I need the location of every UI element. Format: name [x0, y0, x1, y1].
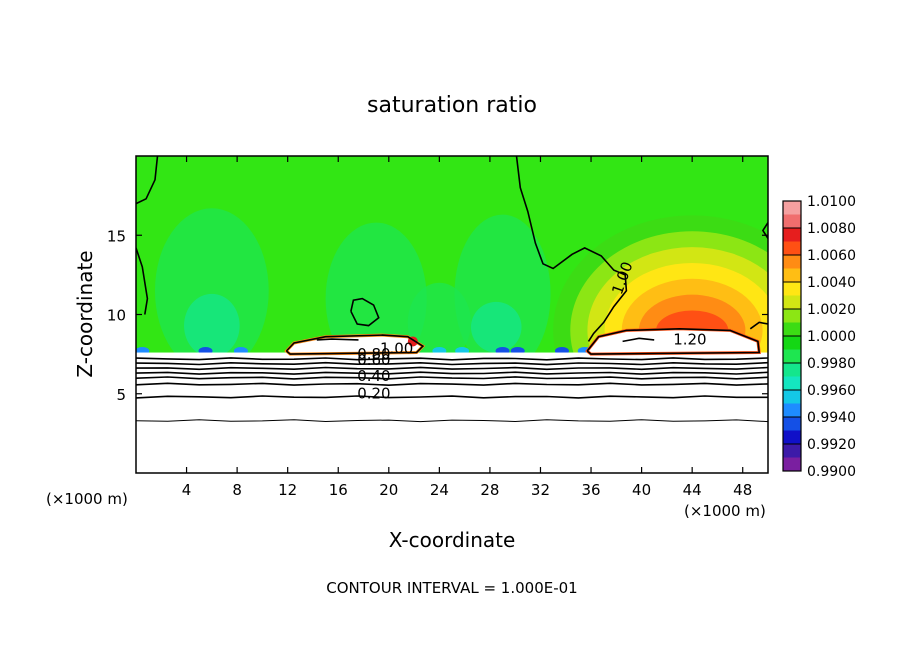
colorbar-swatch	[783, 444, 801, 458]
field-lobe-5	[470, 301, 522, 353]
x-tick-label: 40	[632, 481, 651, 499]
contour-label: 0.40	[357, 367, 390, 385]
y-tick-label: 10	[107, 307, 126, 325]
contour-line	[136, 419, 768, 423]
x-tick-label: 20	[379, 481, 398, 499]
x-tick-label: 48	[733, 481, 752, 499]
contour-label: 0.60	[357, 351, 390, 369]
contour-line	[350, 297, 380, 327]
contour-label: 0.80	[357, 345, 390, 363]
colorbar-swatch	[783, 201, 801, 215]
colorbar-swatch	[783, 403, 801, 417]
colorbar-swatch	[783, 336, 801, 350]
x-tick-label: 44	[683, 481, 702, 499]
colorbar-label: 0.9960	[807, 383, 856, 399]
contour-line	[136, 357, 768, 361]
x-tick-label: 32	[531, 481, 550, 499]
x-axis-label: X-coordinate	[389, 528, 516, 552]
contour-line	[136, 247, 149, 315]
x-tick-label: 36	[581, 481, 600, 499]
y-axis-label: Z-coordinate	[73, 250, 97, 377]
colorbar-swatch	[783, 349, 801, 363]
field-lobe-3	[407, 282, 471, 363]
colorbar-swatch	[783, 417, 801, 431]
colorbar-swatch	[783, 255, 801, 269]
colorbar-swatch	[783, 309, 801, 323]
colorbar-swatch	[783, 268, 801, 282]
field-lobe-4	[184, 293, 240, 358]
contour-label: 1.00	[380, 339, 413, 357]
contour-line	[136, 156, 159, 205]
colorbar-swatch	[783, 430, 801, 444]
plot-area: 1.001.200.800.600.400.201.00	[136, 156, 768, 473]
x-tick-label: 16	[329, 481, 348, 499]
x-unit-right: (×1000 m)	[684, 502, 766, 520]
colorbar-label: 1.0080	[807, 221, 856, 237]
field-layer	[136, 208, 768, 473]
colorbar-swatch	[783, 214, 801, 228]
colorbar-swatch	[783, 241, 801, 255]
colorbar-swatch	[783, 390, 801, 404]
colorbar-label: 0.9920	[807, 437, 856, 453]
field-lobe-0	[154, 208, 269, 374]
contour-line	[136, 382, 768, 387]
contour-line	[136, 361, 768, 366]
contour-label: 1.20	[673, 331, 706, 349]
colorbar-swatch	[783, 228, 801, 242]
colorbar-swatch	[783, 295, 801, 309]
contour-line	[622, 337, 655, 343]
x-tick-label: 12	[278, 481, 297, 499]
colorbar-label: 1.0020	[807, 302, 856, 318]
x-tick-label: 24	[430, 481, 449, 499]
colorbar-label: 1.0000	[807, 329, 856, 345]
contour-line	[136, 376, 768, 380]
colorbar-swatch	[783, 376, 801, 390]
colorbar-label: 0.9940	[807, 410, 856, 426]
contour-line	[316, 338, 359, 341]
colorbar: 1.0100 1.0080 1.0060 1.0040 1.0020 1.0000 0.99…	[782, 194, 856, 480]
contour-line	[136, 371, 768, 375]
chart-title: saturation ratio	[367, 93, 537, 118]
x-tick-label: 4	[182, 481, 192, 499]
colorbar-swatch	[783, 457, 801, 471]
colorbar-label: 1.0100	[807, 194, 856, 210]
contour-interval-note: CONTOUR INTERVAL = 1.000E-01	[326, 579, 577, 597]
contour-line	[749, 321, 768, 330]
contour-line	[515, 156, 628, 342]
contour-label: 0.20	[357, 385, 390, 403]
colorbar-label: 1.0040	[807, 275, 856, 291]
contour-line	[285, 334, 425, 355]
colorbar-label: 0.9900	[807, 464, 856, 480]
colorbar-swatch	[783, 282, 801, 296]
y-tick-label: 5	[116, 386, 126, 404]
contour-line	[136, 366, 768, 371]
contour-layer	[136, 156, 768, 423]
colorbar-label: 1.0060	[807, 248, 856, 264]
contour-line	[136, 395, 768, 399]
colorbar-swatch	[783, 322, 801, 336]
colorbar-label: 0.9980	[807, 356, 856, 372]
contour-line	[586, 327, 761, 355]
y-tick-label: 15	[107, 227, 126, 245]
x-tick-label: 28	[480, 481, 499, 499]
unsaturated-layer	[136, 352, 768, 473]
x-tick-label: 8	[232, 481, 242, 499]
x-unit-left: (×1000 m)	[46, 490, 128, 508]
colorbar-swatch	[783, 363, 801, 377]
